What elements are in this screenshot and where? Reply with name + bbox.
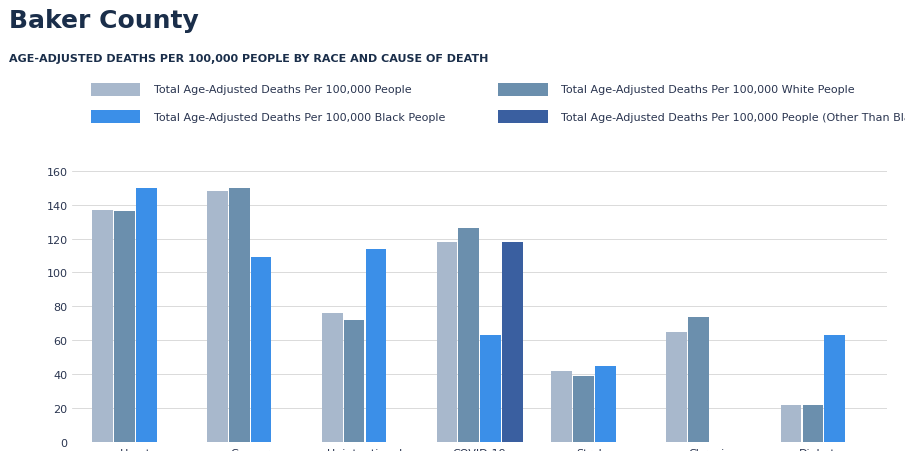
Bar [551,371,572,442]
Bar [92,210,113,442]
Bar [688,317,709,442]
Bar [666,332,687,442]
Text: Total Age-Adjusted Deaths Per 100,000 People (Other Than Black/White): Total Age-Adjusted Deaths Per 100,000 Pe… [561,112,905,122]
Bar [136,189,157,442]
Bar [803,405,824,442]
Bar [229,189,250,442]
Bar [573,376,594,442]
Bar [114,212,135,442]
Bar [322,313,343,442]
Bar [824,336,845,442]
Text: Total Age-Adjusted Deaths Per 100,000 Black People: Total Age-Adjusted Deaths Per 100,000 Bl… [154,112,445,122]
Bar [595,366,615,442]
Bar [781,405,802,442]
Bar [502,243,523,442]
Text: Total Age-Adjusted Deaths Per 100,000 White People: Total Age-Adjusted Deaths Per 100,000 Wh… [561,85,854,95]
Bar [481,336,500,442]
Bar [459,229,479,442]
Bar [207,192,228,442]
Text: Total Age-Adjusted Deaths Per 100,000 People: Total Age-Adjusted Deaths Per 100,000 Pe… [154,85,412,95]
Bar [251,258,272,442]
Text: AGE-ADJUSTED DEATHS PER 100,000 PEOPLE BY RACE AND CAUSE OF DEATH: AGE-ADJUSTED DEATHS PER 100,000 PEOPLE B… [9,54,489,64]
Bar [436,243,457,442]
Bar [344,320,365,442]
Text: Baker County: Baker County [9,9,199,33]
Bar [366,249,386,442]
